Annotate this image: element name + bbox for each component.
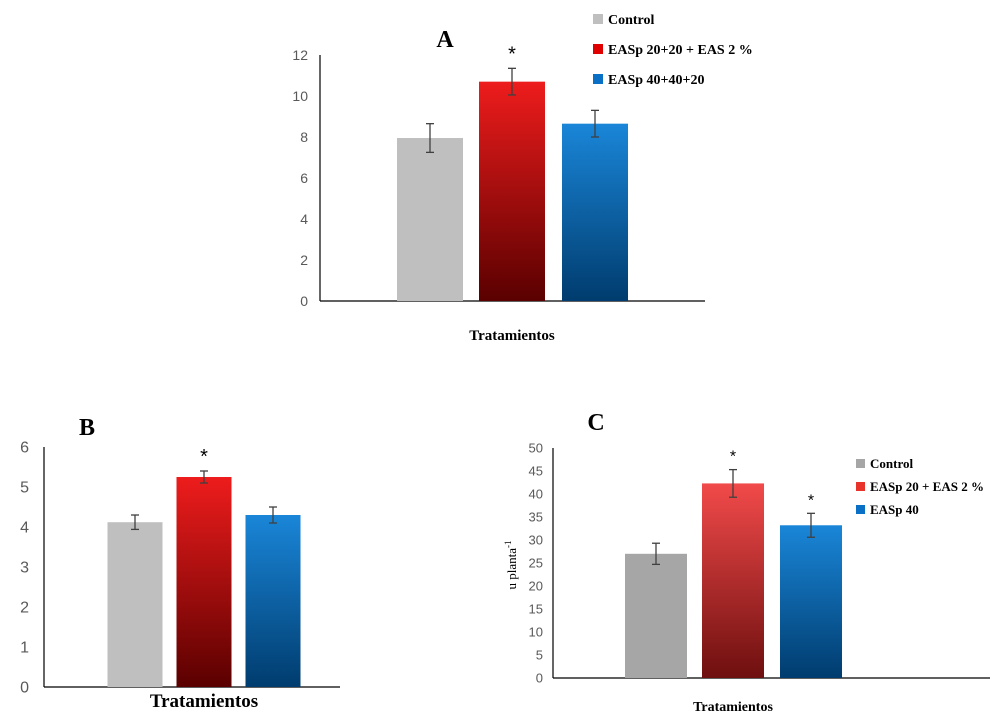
panel-c-plot: 0 5 10 15 20 25 30 35 40 45 50 * * <box>529 441 990 686</box>
panel-b-y-tick-label: 2 <box>20 600 29 617</box>
panel-c-y-tick-label: 5 <box>536 648 543 663</box>
legend-c-control-swatch <box>856 459 865 468</box>
panel-c-errorbar-1 <box>652 542 660 566</box>
panel-c-bar-1 <box>625 553 687 678</box>
legend-a-control-swatch <box>593 14 603 24</box>
panel-a-y-tick-label: 4 <box>300 211 308 227</box>
legend-c-easp40-label: EASp 40 <box>870 502 919 517</box>
legend-c-control-label: Control <box>870 456 913 471</box>
panel-b-bar-2 <box>176 477 232 687</box>
panel-c-significance-2: * <box>730 449 736 466</box>
panel-a-errorbar-2 <box>508 67 516 96</box>
panel-a-bar-3 <box>562 123 628 301</box>
panel-a-y-tick-label: 12 <box>292 47 308 63</box>
panel-a-significance-2: * <box>508 43 516 65</box>
panel-c-y-tick-label: 10 <box>529 625 543 640</box>
panel-a-errorbar-3 <box>591 109 599 138</box>
panel-b-significance-2: * <box>200 446 208 468</box>
panel-b-errorbar-1 <box>131 514 139 531</box>
panel-b-errorbar-3 <box>269 506 277 524</box>
panel-c: C 0 5 10 15 20 25 30 35 40 45 50 * * u planta-1 Trat… <box>503 410 990 715</box>
legend-c-easp20-swatch <box>856 482 865 491</box>
panel-b-y-tick-label: 0 <box>20 680 29 697</box>
panel-c-y-tick-label: 40 <box>529 487 543 502</box>
panel-a-y-tick-label: 6 <box>300 170 308 186</box>
panel-a-y-tick-label: 8 <box>300 129 308 145</box>
panel-c-bar-3 <box>780 525 842 678</box>
panel-b: B 0 1 2 3 4 5 6 * Tratamientos <box>20 415 340 712</box>
panel-b-y-tick-label: 1 <box>20 640 29 657</box>
legend-a-control-label: Control <box>608 13 655 28</box>
panel-c-significance-3: * <box>808 492 814 509</box>
legend-a-easp40-swatch <box>593 74 603 84</box>
panel-a-plot: 0 2 4 6 8 10 12 * <box>292 43 705 309</box>
panel-c-y-axis-label: u planta-1 <box>503 540 519 589</box>
panel-c-x-axis-label: Tratamientos <box>693 700 773 715</box>
panel-b-plot: 0 1 2 3 4 5 6 * <box>20 440 340 697</box>
panel-a-y-tick-label: 2 <box>300 252 308 268</box>
panel-b-label: B <box>79 415 95 441</box>
legend-c-easp40-swatch <box>856 505 865 514</box>
panel-b-y-tick-label: 5 <box>20 480 29 497</box>
panel-b-y-tick-label: 6 <box>20 440 29 457</box>
panel-a-y-tick-label: 10 <box>292 88 308 104</box>
panel-a: A 0 2 4 6 8 10 12 * Tratamientos Control EASp 2… <box>292 13 752 344</box>
panel-c-errorbar-2 <box>729 468 737 498</box>
legend-a-easp20-label: EASp 20+20 + EAS 2 % <box>608 43 753 58</box>
legend-a-easp40-label: EASp 40+40+20 <box>608 73 704 88</box>
panel-a-bar-2 <box>479 81 545 302</box>
panel-b-bar-1 <box>107 522 163 687</box>
panel-c-errorbar-3 <box>807 512 815 538</box>
panel-a-errorbar-1 <box>426 123 434 154</box>
panel-c-label: C <box>587 410 604 436</box>
panel-c-y-tick-label: 50 <box>529 441 543 456</box>
panel-a-y-tick-label: 0 <box>300 293 308 309</box>
panel-c-y-tick-label: 15 <box>529 602 543 617</box>
panel-b-errorbar-2 <box>200 470 208 484</box>
panel-c-y-tick-label: 35 <box>529 510 543 525</box>
panel-c-y-tick-label: 20 <box>529 579 543 594</box>
panel-a-label: A <box>436 27 454 53</box>
panel-c-y-tick-label: 30 <box>529 533 543 548</box>
legend-a-easp20-swatch <box>593 44 603 54</box>
panel-a-x-axis-label: Tratamientos <box>469 328 555 344</box>
legend-c-easp20-label: EASp 20 + EAS 2 % <box>870 479 984 494</box>
panel-c-bar-2 <box>702 483 764 678</box>
panel-c-y-tick-label: 45 <box>529 464 543 479</box>
panel-c-y-tick-label: 25 <box>529 556 543 571</box>
panel-b-bar-3 <box>245 515 301 687</box>
panel-b-y-tick-label: 4 <box>20 520 29 537</box>
panel-c-legend: Control EASp 20 + EAS 2 % EASp 40 <box>856 456 984 517</box>
panel-b-y-tick-label: 3 <box>20 560 29 577</box>
panel-a-bar-1 <box>397 138 463 301</box>
panel-a-legend: Control EASp 20+20 + EAS 2 % EASp 40+40+… <box>593 13 753 88</box>
panel-c-y-tick-label: 0 <box>536 671 543 686</box>
panel-b-x-axis-label: Tratamientos <box>150 691 258 712</box>
